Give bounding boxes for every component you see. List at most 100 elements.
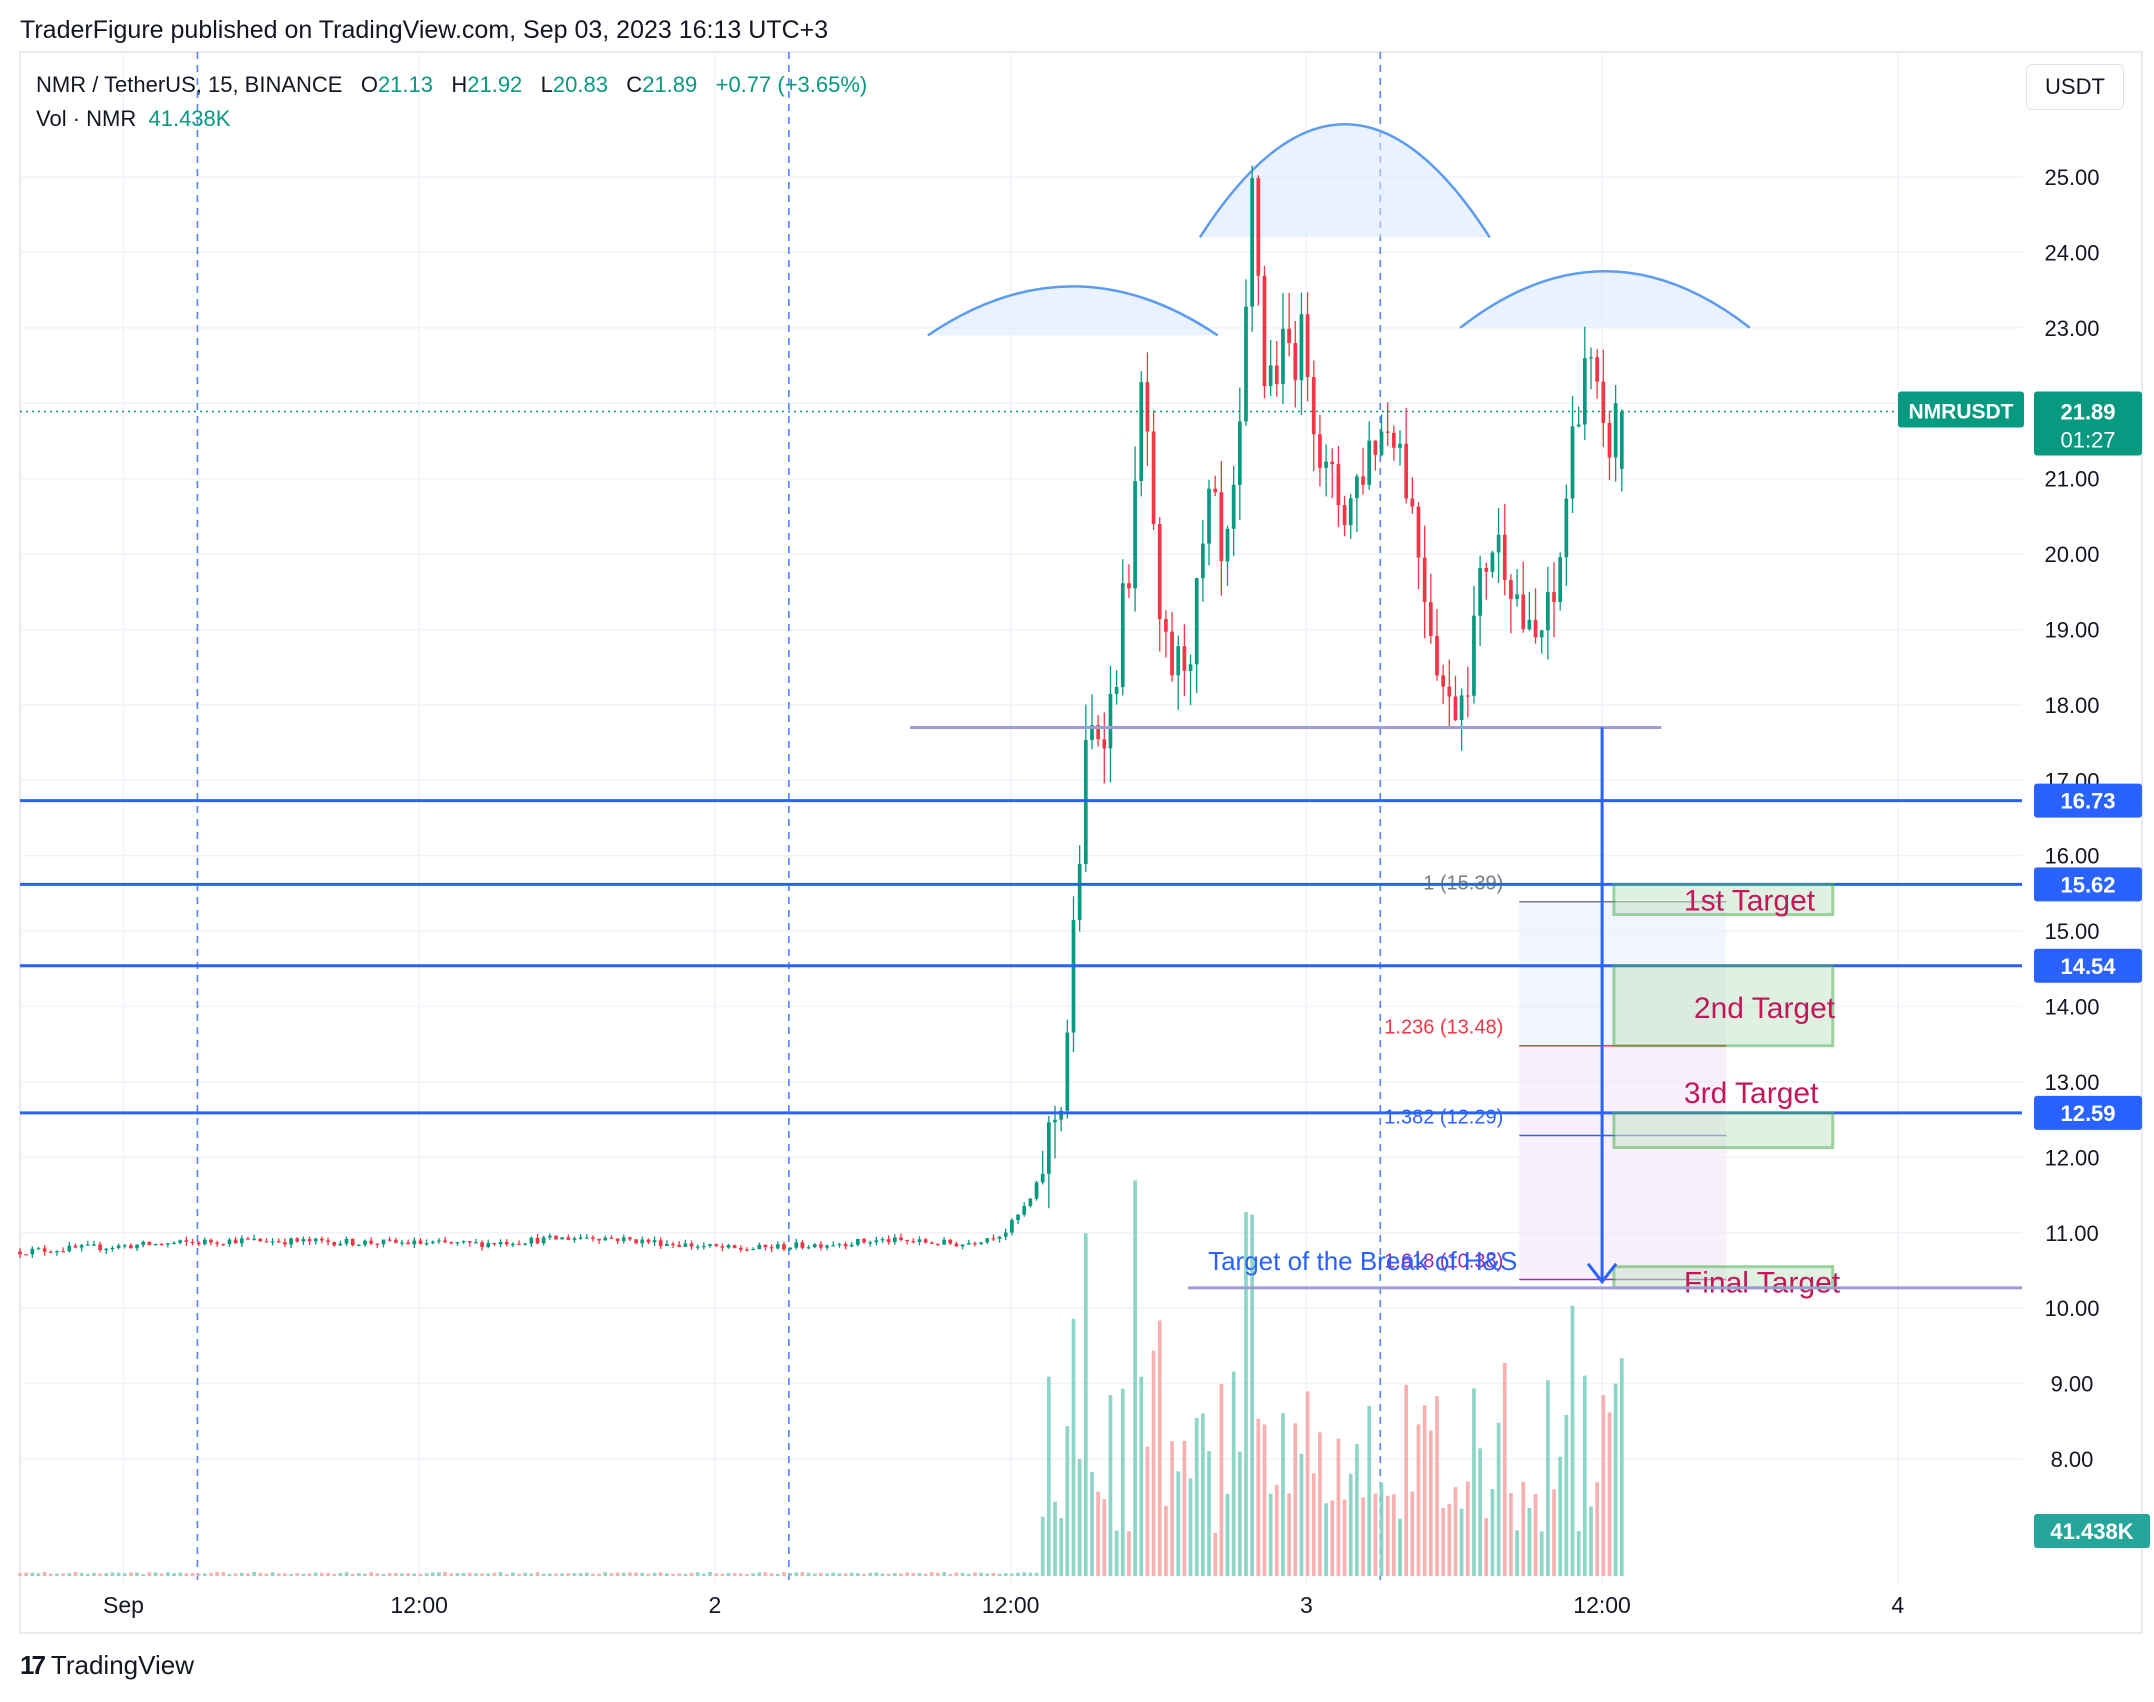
candle bbox=[695, 1244, 700, 1250]
volume-bar bbox=[104, 1573, 109, 1576]
volume-bar bbox=[603, 1572, 608, 1576]
candle-body bbox=[30, 1248, 35, 1255]
candle bbox=[1589, 347, 1593, 390]
candle bbox=[991, 1234, 996, 1241]
candle bbox=[1016, 1214, 1020, 1224]
volume-bar bbox=[1607, 1412, 1612, 1576]
annotations: Target of the Break of H&S bbox=[910, 726, 2022, 1290]
candle bbox=[1201, 520, 1205, 602]
candle bbox=[1509, 574, 1513, 634]
candle bbox=[1478, 555, 1482, 646]
candle bbox=[1441, 664, 1445, 705]
volume-bar bbox=[363, 1573, 367, 1576]
candle-body bbox=[782, 1244, 786, 1250]
candle-body bbox=[1447, 686, 1452, 697]
candle bbox=[973, 1241, 977, 1247]
candle-body bbox=[868, 1242, 873, 1244]
currency-button[interactable]: USDT bbox=[2026, 64, 2124, 110]
target-box-label: Final Target bbox=[1684, 1267, 1841, 1300]
candle-body bbox=[615, 1238, 620, 1242]
volume-bar bbox=[1330, 1500, 1335, 1576]
candle-body bbox=[1077, 864, 1082, 921]
volume-bar bbox=[338, 1573, 343, 1576]
volume-bar bbox=[437, 1572, 441, 1576]
candle-body bbox=[24, 1254, 29, 1256]
candle-body bbox=[899, 1237, 903, 1240]
time-tick-label: 2 bbox=[709, 1592, 722, 1618]
last-price-tag-bg bbox=[2034, 391, 2142, 456]
volume-bar bbox=[116, 1572, 121, 1576]
volume-bar bbox=[1435, 1396, 1439, 1576]
candle-body bbox=[763, 1244, 768, 1248]
candle bbox=[246, 1236, 250, 1240]
footer-brand[interactable]: TradingView bbox=[50, 1650, 194, 1680]
volume-tag-text: 41.438K bbox=[2050, 1519, 2133, 1544]
candle bbox=[1237, 387, 1242, 520]
volume-bar bbox=[474, 1573, 478, 1576]
candle-body bbox=[153, 1244, 158, 1246]
volume-bar bbox=[289, 1573, 293, 1576]
candle bbox=[591, 1235, 595, 1242]
price-tick-label: 11.00 bbox=[2045, 1221, 2098, 1246]
candle-body bbox=[1096, 725, 1100, 740]
volume-bar bbox=[812, 1573, 817, 1576]
volume-bar bbox=[1194, 1417, 1199, 1576]
candle-body bbox=[135, 1244, 139, 1249]
volume-bar bbox=[1613, 1383, 1618, 1576]
candle bbox=[369, 1237, 374, 1246]
volume-bar bbox=[1219, 1384, 1224, 1576]
candle bbox=[350, 1238, 355, 1247]
volume-bar bbox=[449, 1573, 454, 1576]
candle-body bbox=[720, 1246, 725, 1248]
candle bbox=[1570, 395, 1575, 514]
candle-body bbox=[1237, 421, 1242, 485]
volume-bar bbox=[504, 1573, 509, 1576]
candle-body bbox=[1502, 534, 1507, 580]
volume-bar bbox=[1601, 1395, 1606, 1576]
candle-body bbox=[1188, 664, 1193, 671]
candle-body bbox=[1157, 524, 1162, 620]
candle bbox=[258, 1238, 263, 1242]
volume-bar bbox=[751, 1573, 755, 1576]
volume-bar bbox=[997, 1573, 1002, 1576]
low-value: 20.83 bbox=[552, 72, 608, 97]
candle bbox=[1114, 670, 1119, 705]
volume-bar bbox=[763, 1572, 768, 1576]
candle bbox=[720, 1243, 725, 1252]
candle bbox=[597, 1238, 601, 1244]
tradingview-logo[interactable]: 17 bbox=[20, 1650, 46, 1680]
candle-body bbox=[209, 1239, 213, 1243]
candle-body bbox=[1564, 498, 1569, 558]
volume-bar bbox=[18, 1572, 22, 1576]
candle bbox=[42, 1245, 47, 1256]
candle bbox=[1619, 409, 1624, 492]
target-box bbox=[1612, 1111, 1835, 1150]
candle bbox=[966, 1239, 971, 1245]
candle bbox=[79, 1243, 84, 1252]
volume-bar bbox=[1484, 1518, 1489, 1576]
volume-bar bbox=[480, 1573, 484, 1576]
candle bbox=[1582, 326, 1587, 441]
candle-body bbox=[603, 1237, 608, 1241]
candle bbox=[307, 1236, 312, 1246]
candle-body bbox=[1330, 461, 1335, 465]
candle-body bbox=[1040, 1173, 1045, 1183]
candle-body bbox=[936, 1243, 940, 1245]
candle bbox=[1447, 659, 1452, 727]
candle-body bbox=[307, 1239, 312, 1242]
volume-bar bbox=[640, 1572, 645, 1576]
candle bbox=[135, 1244, 139, 1252]
candle bbox=[1071, 896, 1076, 1053]
volume-bar bbox=[1398, 1518, 1402, 1576]
candle bbox=[1090, 694, 1094, 750]
candle-body bbox=[18, 1251, 22, 1255]
volume-bar bbox=[1546, 1380, 1550, 1576]
candle-body bbox=[1435, 635, 1439, 676]
volume-bar bbox=[246, 1573, 250, 1576]
volume-bar bbox=[831, 1572, 836, 1576]
candles bbox=[18, 165, 1624, 1259]
candle bbox=[1558, 552, 1563, 611]
volume-bar bbox=[1083, 1233, 1088, 1576]
candle bbox=[30, 1246, 35, 1259]
